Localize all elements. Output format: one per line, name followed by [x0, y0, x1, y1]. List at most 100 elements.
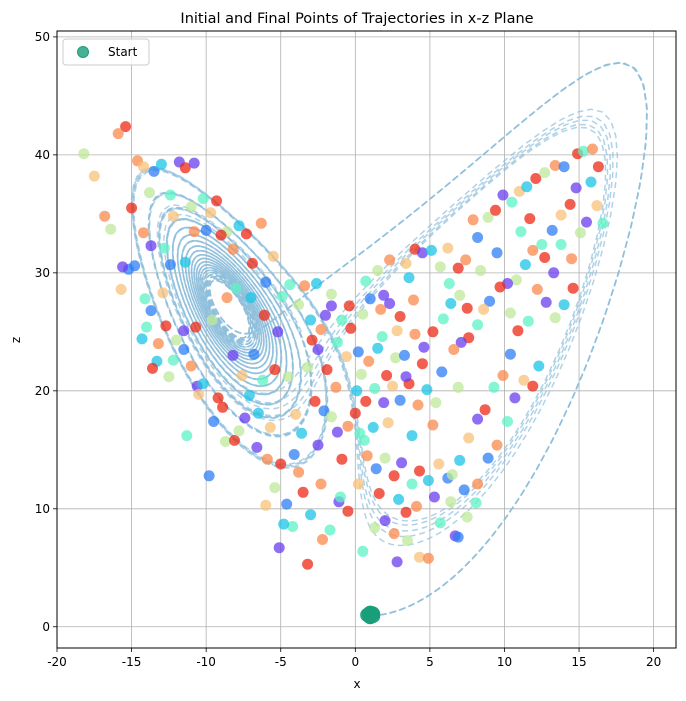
final-point — [427, 326, 439, 338]
final-point — [379, 515, 391, 527]
y-axis-label: z — [9, 337, 23, 343]
final-point — [428, 491, 440, 503]
final-point — [138, 161, 149, 173]
final-point — [227, 243, 239, 255]
final-point — [188, 226, 200, 238]
final-point — [336, 314, 348, 326]
final-point — [387, 380, 399, 392]
final-point — [558, 161, 570, 173]
final-point — [388, 470, 400, 482]
final-point — [325, 300, 337, 312]
final-point — [375, 303, 387, 315]
final-point — [117, 261, 129, 273]
final-point — [521, 181, 533, 193]
final-point — [167, 354, 179, 366]
final-point — [567, 282, 579, 294]
final-point — [490, 204, 501, 216]
final-point — [549, 160, 561, 171]
final-point — [205, 207, 217, 219]
final-point — [515, 226, 527, 238]
final-point — [179, 162, 191, 174]
final-point — [317, 534, 328, 545]
final-point — [452, 531, 464, 543]
final-point — [369, 383, 381, 394]
final-point — [305, 509, 317, 521]
final-point — [479, 404, 491, 416]
final-point — [373, 488, 385, 499]
final-point — [382, 417, 394, 429]
final-point — [302, 361, 314, 373]
final-point — [212, 392, 224, 404]
final-point — [427, 419, 439, 431]
final-point — [315, 478, 327, 490]
final-point — [452, 381, 464, 393]
final-point — [342, 420, 354, 432]
final-point — [391, 325, 403, 337]
y-tick-label: 10 — [35, 502, 50, 516]
final-point — [357, 545, 369, 557]
final-point — [197, 378, 209, 390]
final-point — [178, 325, 190, 337]
x-tick-label: 0 — [351, 655, 359, 669]
final-point — [275, 458, 287, 470]
final-point — [147, 362, 158, 374]
final-point — [494, 281, 506, 293]
final-point — [306, 334, 318, 346]
final-point — [400, 257, 412, 269]
final-point — [497, 370, 509, 381]
final-point — [506, 196, 518, 208]
final-point — [472, 319, 484, 331]
final-point — [276, 290, 288, 302]
final-point — [531, 283, 543, 295]
final-point — [434, 517, 446, 529]
final-point — [229, 434, 240, 446]
final-point — [472, 232, 484, 243]
x-tick-label: 5 — [426, 655, 434, 669]
final-point — [88, 170, 100, 182]
final-point — [293, 299, 305, 311]
final-point — [203, 470, 215, 482]
final-point — [461, 302, 473, 314]
final-point — [215, 229, 227, 241]
final-point — [315, 324, 327, 335]
final-point — [281, 498, 293, 510]
final-point — [370, 463, 382, 475]
final-point — [510, 274, 522, 286]
final-point — [112, 128, 124, 140]
final-point — [558, 299, 570, 311]
final-point — [302, 558, 314, 570]
legend-box — [62, 38, 150, 66]
final-point — [491, 247, 503, 259]
final-point — [524, 213, 536, 225]
final-point — [434, 261, 446, 273]
final-point — [267, 250, 279, 262]
y-tick-label: 20 — [35, 384, 50, 398]
final-point — [575, 227, 586, 239]
final-point — [120, 121, 132, 133]
final-point — [400, 506, 412, 518]
final-point — [160, 320, 172, 332]
final-point — [364, 293, 376, 305]
final-point — [325, 288, 337, 300]
chart-title: Initial and Final Points of Trajectories… — [180, 11, 533, 27]
final-point — [372, 265, 384, 276]
final-point — [273, 542, 285, 554]
final-point — [357, 308, 369, 320]
final-point — [188, 157, 200, 169]
final-point — [311, 278, 322, 289]
final-point — [384, 254, 396, 266]
final-point — [400, 371, 412, 383]
final-point — [360, 275, 372, 287]
final-point — [409, 328, 421, 340]
y-tick-label: 30 — [35, 266, 50, 280]
final-point — [369, 522, 381, 534]
final-point — [502, 416, 513, 427]
x-axis-label: x — [353, 677, 360, 691]
final-point — [208, 416, 220, 427]
final-point — [491, 439, 503, 451]
final-point — [185, 201, 197, 213]
final-point — [585, 176, 597, 188]
final-point — [416, 247, 428, 259]
final-point — [105, 223, 117, 235]
trajectory-curve — [132, 61, 648, 617]
